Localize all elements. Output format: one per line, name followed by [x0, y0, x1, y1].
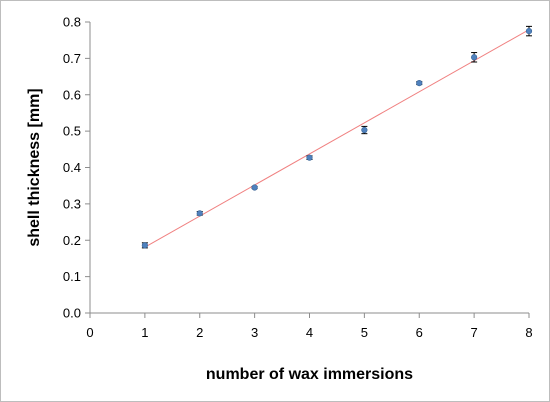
x-tick-label: 0 [86, 325, 93, 340]
data-point [525, 27, 533, 35]
y-tick-label: 0.3 [63, 196, 81, 211]
y-tick-label: 0.7 [63, 51, 81, 66]
ticks: 0.0 0.1 0.2 0.3 0.4 0.5 0.6 0.7 0.8 0 1 2 3 4 5 6 7 8 [63, 15, 533, 341]
x-axis-title: number of wax immersions [206, 366, 413, 383]
axes [89, 22, 529, 314]
x-tick-label: 6 [416, 325, 423, 340]
data-point [306, 154, 313, 161]
y-tick-label: 0.2 [63, 233, 81, 248]
y-tick-label: 0.8 [63, 15, 81, 30]
y-tick-label: 0.4 [63, 160, 81, 175]
y-tick-label: 0.6 [63, 87, 81, 102]
y-tick-label: 0.1 [63, 269, 81, 284]
data-point [361, 126, 368, 134]
x-tick-label: 1 [141, 325, 148, 340]
y-axis-title: shell thickness [mm] [26, 88, 43, 246]
data-point [251, 184, 258, 191]
x-tick-label: 8 [525, 325, 532, 340]
x-tick-label: 2 [196, 325, 203, 340]
data-points [141, 25, 533, 249]
data-point [416, 80, 423, 87]
y-tick-label: 0.5 [63, 124, 81, 139]
x-tick-label: 3 [251, 325, 258, 340]
x-tick-label: 7 [471, 325, 478, 340]
trendline [144, 29, 530, 248]
x-tick-label: 4 [306, 325, 313, 340]
data-point [471, 54, 478, 61]
trendline-group [144, 29, 530, 248]
data-point [141, 242, 148, 249]
x-tick-label: 5 [361, 325, 368, 340]
data-point [196, 210, 203, 217]
y-tick-label: 0.0 [63, 306, 81, 321]
